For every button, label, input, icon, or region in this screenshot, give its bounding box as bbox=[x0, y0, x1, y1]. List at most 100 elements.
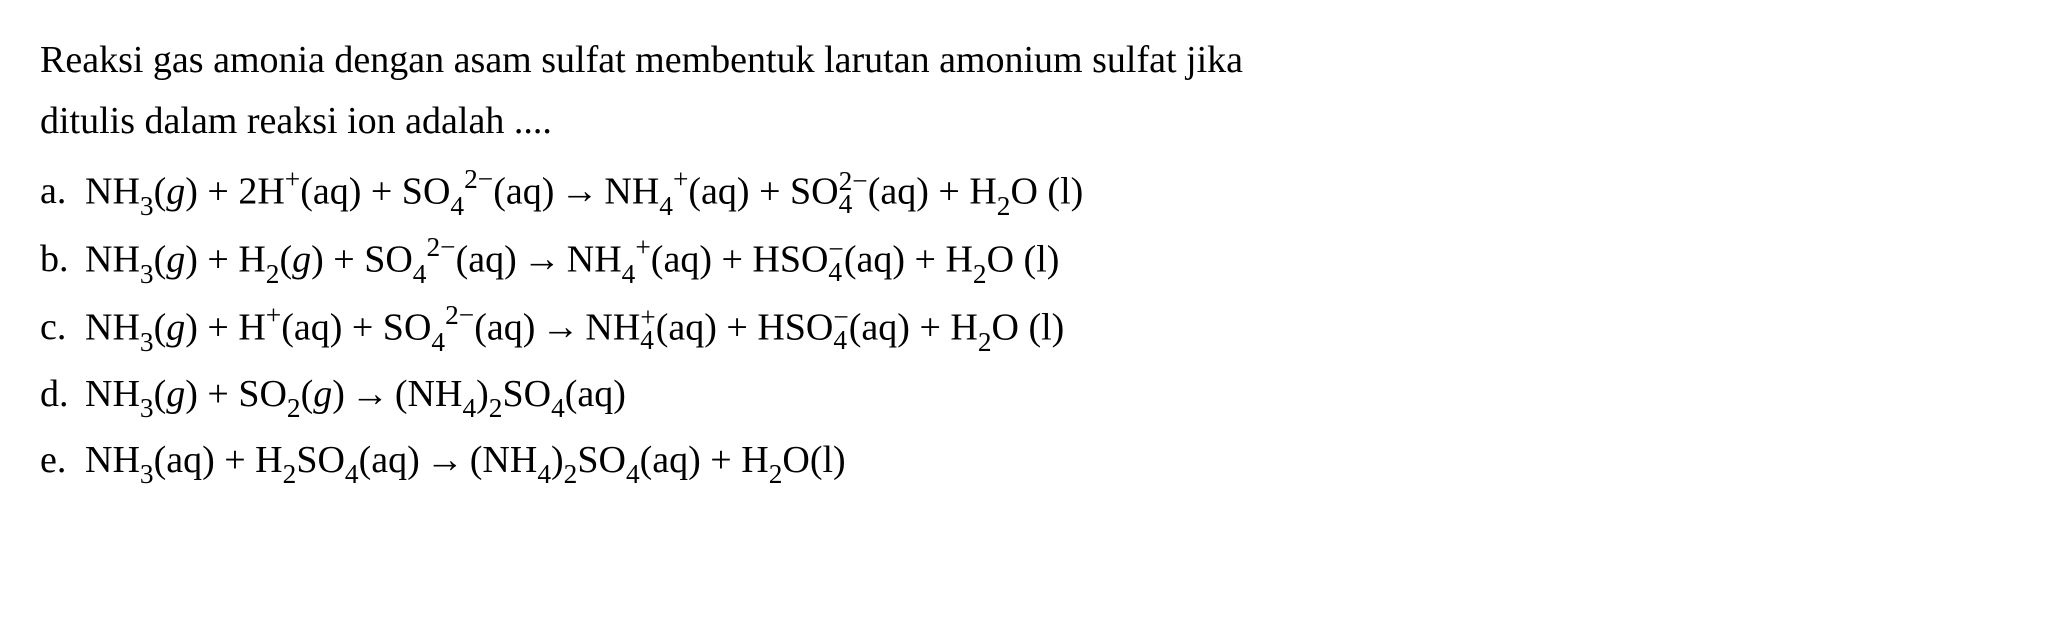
option-c-label: c. bbox=[40, 297, 75, 358]
t: 2 bbox=[973, 259, 987, 289]
options-container: a. NH3(g) + 2H+(aq) + SO42−(aq)→NH4+(aq)… bbox=[40, 160, 2020, 495]
t: NH bbox=[85, 238, 140, 280]
t: 2 bbox=[978, 327, 992, 357]
t: ( bbox=[301, 373, 314, 415]
t: 2−4 bbox=[839, 170, 868, 217]
t: SO bbox=[577, 439, 626, 481]
t: (aq) + H bbox=[640, 439, 769, 481]
question-text: Reaksi gas amonia dengan asam sulfat mem… bbox=[40, 30, 2020, 152]
option-a: a. NH3(g) + 2H+(aq) + SO42−(aq)→NH4+(aq)… bbox=[40, 160, 2020, 226]
question-line1: Reaksi gas amonia dengan asam sulfat mem… bbox=[40, 39, 1243, 81]
t: g bbox=[166, 170, 185, 212]
t: + bbox=[635, 232, 650, 262]
t: 4 bbox=[551, 393, 565, 423]
t: ) bbox=[332, 373, 345, 415]
t: g bbox=[166, 306, 185, 348]
t: ( bbox=[279, 238, 292, 280]
t: 4 bbox=[345, 459, 359, 489]
t: (aq) + H bbox=[849, 306, 978, 348]
t: NH bbox=[85, 373, 140, 415]
t: (aq) + HSO bbox=[651, 238, 829, 280]
t: 3 bbox=[140, 259, 154, 289]
t: (aq) + SO bbox=[688, 170, 838, 212]
option-c-content: NH3(g) + H+(aq) + SO42−(aq)→NH+4(aq) + H… bbox=[85, 296, 1064, 362]
t: 4 bbox=[431, 327, 445, 357]
option-d-content: NH3(g) + SO2(g)→(NH4)2SO4(aq) bbox=[85, 364, 626, 428]
option-d-label: d. bbox=[40, 364, 75, 425]
option-b-label: b. bbox=[40, 229, 75, 290]
t: 2 bbox=[564, 459, 578, 489]
t: NH bbox=[85, 306, 140, 348]
option-a-label: a. bbox=[40, 161, 75, 222]
t: NH bbox=[85, 439, 140, 481]
t: −4 bbox=[828, 238, 843, 285]
t: (aq) + H bbox=[868, 170, 997, 212]
arrow-icon: → bbox=[523, 229, 561, 290]
t: ( bbox=[154, 306, 167, 348]
t: 2 bbox=[266, 259, 280, 289]
t: 2 bbox=[287, 393, 301, 423]
t: (aq) + SO bbox=[281, 306, 431, 348]
t: +4 bbox=[640, 306, 655, 353]
option-b-content: NH3(g) + H2(g) + SO42−(aq)→NH4+(aq) + HS… bbox=[85, 228, 1059, 294]
t: O (l) bbox=[992, 306, 1065, 348]
t: g bbox=[166, 373, 185, 415]
t: (aq) + H bbox=[844, 238, 973, 280]
t: 4 bbox=[622, 259, 636, 289]
t: SO bbox=[502, 373, 551, 415]
t: 4 bbox=[640, 329, 655, 352]
t: 3 bbox=[140, 393, 154, 423]
t: g bbox=[166, 238, 185, 280]
t: g bbox=[292, 238, 311, 280]
t: O (l) bbox=[987, 238, 1060, 280]
t: O (l) bbox=[1010, 170, 1083, 212]
t: (aq) bbox=[565, 373, 626, 415]
option-c: c. NH3(g) + H+(aq) + SO42−(aq)→NH+4(aq) … bbox=[40, 296, 2020, 362]
t: 2 bbox=[283, 459, 297, 489]
t: 3 bbox=[140, 459, 154, 489]
t: 2 bbox=[489, 393, 503, 423]
t: −4 bbox=[833, 306, 848, 353]
t: + bbox=[673, 164, 688, 194]
t: SO bbox=[296, 439, 345, 481]
t: (aq) + H bbox=[154, 439, 283, 481]
t: 4 bbox=[626, 459, 640, 489]
t: O(l) bbox=[782, 439, 845, 481]
t: 4 bbox=[828, 261, 843, 284]
option-e: e. NH3(aq) + H2SO4(aq)→(NH4)2SO4(aq) + H… bbox=[40, 430, 2020, 494]
arrow-icon: → bbox=[560, 161, 598, 222]
t: ( bbox=[154, 170, 167, 212]
t: 2 bbox=[997, 191, 1011, 221]
t: ( bbox=[154, 238, 167, 280]
t: 4 bbox=[450, 191, 464, 221]
t: 2− bbox=[464, 164, 493, 194]
t: ) + H bbox=[185, 306, 266, 348]
option-e-label: e. bbox=[40, 430, 75, 491]
t: 2− bbox=[426, 232, 455, 262]
t: (aq) + SO bbox=[300, 170, 450, 212]
option-a-content: NH3(g) + 2H+(aq) + SO42−(aq)→NH4+(aq) + … bbox=[85, 160, 1083, 226]
t: 4 bbox=[659, 191, 673, 221]
t: + bbox=[285, 164, 300, 194]
t: ) bbox=[551, 439, 564, 481]
t: (aq) + HSO bbox=[656, 306, 834, 348]
t: ( bbox=[154, 373, 167, 415]
t: 4 bbox=[839, 193, 868, 216]
t: (aq) bbox=[493, 170, 554, 212]
t: 4 bbox=[413, 259, 427, 289]
t: 4 bbox=[537, 459, 551, 489]
option-d: d. NH3(g) + SO2(g)→(NH4)2SO4(aq) bbox=[40, 364, 2020, 428]
arrow-icon: → bbox=[541, 297, 579, 358]
t: 2 bbox=[769, 459, 783, 489]
t: NH bbox=[85, 170, 140, 212]
t: 4 bbox=[833, 329, 848, 352]
t: NH bbox=[585, 306, 640, 348]
t: ) bbox=[476, 373, 489, 415]
question-line2: ditulis dalam reaksi ion adalah .... bbox=[40, 100, 552, 142]
t: 3 bbox=[140, 327, 154, 357]
t: 2− bbox=[445, 300, 474, 330]
t: NH bbox=[604, 170, 659, 212]
t: (NH bbox=[470, 439, 538, 481]
t: (aq) bbox=[474, 306, 535, 348]
t: (NH bbox=[395, 373, 463, 415]
